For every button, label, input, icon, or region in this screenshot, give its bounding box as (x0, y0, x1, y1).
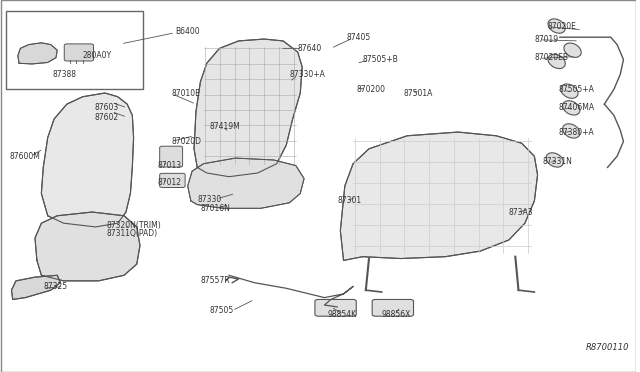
Text: 87405: 87405 (347, 33, 371, 42)
Polygon shape (194, 39, 302, 177)
Text: 87419M: 87419M (210, 122, 241, 131)
Text: 87331N: 87331N (542, 157, 572, 166)
Text: 98856X: 98856X (381, 310, 411, 319)
Text: 87020D: 87020D (172, 137, 202, 146)
Text: 87320N(TRIM): 87320N(TRIM) (107, 221, 162, 230)
Text: 87600M: 87600M (10, 152, 40, 161)
Text: 87603: 87603 (94, 103, 118, 112)
Text: 87602: 87602 (94, 113, 118, 122)
Text: 87325: 87325 (44, 282, 67, 291)
Text: 87505: 87505 (210, 306, 234, 315)
Polygon shape (35, 212, 140, 281)
Text: 87016N: 87016N (200, 204, 230, 213)
Text: 87311Q(PAD): 87311Q(PAD) (107, 229, 158, 238)
Text: 87020EB: 87020EB (534, 53, 568, 62)
Text: 87330: 87330 (197, 195, 221, 203)
Text: 87406MA: 87406MA (559, 103, 595, 112)
FancyBboxPatch shape (160, 146, 182, 167)
Text: 87020E: 87020E (547, 22, 576, 31)
FancyBboxPatch shape (64, 44, 93, 61)
Text: 87557R: 87557R (200, 276, 230, 285)
Text: 87501A: 87501A (404, 89, 433, 98)
Text: 87505+B: 87505+B (363, 55, 398, 64)
Ellipse shape (561, 84, 578, 98)
Ellipse shape (548, 19, 565, 33)
Text: 87012: 87012 (158, 178, 182, 187)
Ellipse shape (563, 124, 580, 138)
Ellipse shape (564, 43, 581, 57)
FancyBboxPatch shape (160, 173, 185, 187)
FancyBboxPatch shape (315, 299, 356, 316)
Polygon shape (12, 275, 60, 299)
FancyBboxPatch shape (372, 299, 413, 316)
Text: 87388: 87388 (52, 70, 76, 79)
Text: 98854K: 98854K (328, 310, 356, 319)
Text: 280A0Y: 280A0Y (83, 51, 112, 60)
Text: 87330+A: 87330+A (289, 70, 325, 79)
Text: 87505+A: 87505+A (559, 85, 595, 94)
Text: 87010E: 87010E (172, 89, 201, 97)
Text: 873A3: 873A3 (509, 208, 534, 217)
Text: 87301: 87301 (337, 196, 362, 205)
Text: 870200: 870200 (356, 85, 385, 94)
Ellipse shape (548, 54, 565, 68)
Text: 87019: 87019 (534, 35, 559, 44)
Text: R8700110: R8700110 (586, 343, 628, 352)
Text: 87380+A: 87380+A (559, 128, 595, 137)
Ellipse shape (563, 101, 580, 115)
Polygon shape (340, 132, 538, 260)
Text: 87640: 87640 (298, 44, 322, 53)
Polygon shape (188, 158, 304, 208)
Bar (6, 11, 143, 89)
Text: B6400: B6400 (175, 27, 200, 36)
Text: 87013: 87013 (158, 161, 182, 170)
Ellipse shape (546, 153, 563, 167)
Polygon shape (18, 43, 57, 64)
Polygon shape (42, 93, 134, 227)
